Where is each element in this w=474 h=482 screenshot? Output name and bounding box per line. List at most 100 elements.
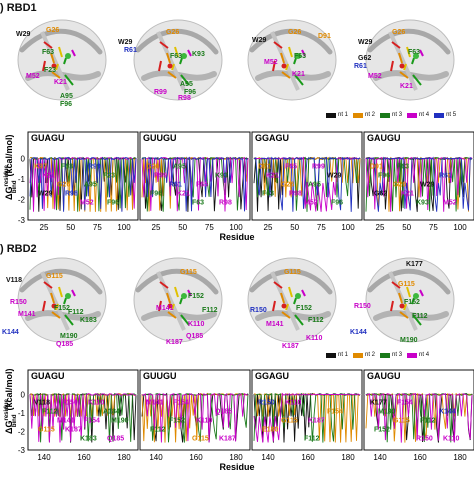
chart-legend: nt 1 nt 2 nt 3 nt 4 nt 5: [326, 112, 456, 118]
residue-label: G115: [398, 281, 415, 288]
residue-label: R61: [124, 47, 137, 54]
residue-annotation: M52: [80, 200, 94, 207]
ribbon-structure-drawing: G115 R150 F152 F112 M141 K110 K187: [247, 257, 337, 348]
residue-annotation: K144: [439, 409, 456, 416]
residue-annotation: K187: [65, 427, 82, 434]
legend-label: nt 5: [446, 112, 457, 118]
residue-annotation: G26: [281, 182, 294, 189]
legend-swatch: [353, 112, 364, 118]
residue-annotation: W29: [327, 173, 342, 180]
section-label: ) RBD1: [0, 2, 37, 14]
legend-swatch: [326, 352, 336, 358]
residue-annotation: F65: [196, 182, 208, 189]
residue-annotation: R99: [154, 173, 167, 180]
residue-annotation: R61: [169, 182, 182, 189]
panel-title: GGAGU: [255, 371, 289, 381]
legend-swatch: [353, 352, 364, 358]
residue-annotation: F154: [397, 400, 413, 407]
legend-label: nt 3: [392, 112, 403, 118]
residue-annotation: K177: [370, 400, 387, 407]
residue-annotation: K187: [308, 418, 325, 425]
residue-label: F112: [68, 309, 84, 316]
residue-label: F63: [42, 49, 54, 56]
residue-annotation: R99: [312, 164, 325, 171]
x-tick-label: 160: [413, 453, 427, 462]
residue-annotation: F152: [374, 427, 390, 434]
residue-annotation: D91: [258, 164, 271, 171]
protein-structure-image: V118 G115 R150 M141 F152 F112 K183 K144 M190 Q185…: [2, 252, 114, 348]
residue-annotation: F152: [169, 418, 185, 425]
x-tick-label: 140: [149, 453, 163, 462]
protein-structure-image: G115 R150 F152 F112 M141 K110 K187: [232, 252, 344, 348]
y-tick-label: 0: [21, 155, 26, 164]
x-tick-label: 180: [341, 453, 355, 462]
residue-annotation: M52: [443, 200, 457, 207]
y-tick-label: -1: [18, 409, 26, 418]
residue-label: M141: [18, 311, 36, 318]
series-line: [29, 393, 137, 443]
residue-label: F63: [294, 53, 306, 60]
residue-label: M141: [156, 305, 174, 312]
residue-annotation: F63: [397, 164, 409, 171]
legend-label: nt 3: [392, 352, 403, 358]
x-tick-label: 50: [402, 223, 411, 232]
residue-label: F96: [184, 89, 196, 96]
residue-label: R150: [250, 307, 267, 314]
legend-swatch: [380, 352, 391, 358]
residue-label: G115: [46, 273, 63, 280]
residue-annotation: Q185: [215, 409, 232, 416]
residue-label: K110: [306, 335, 322, 342]
x-tick-label: 25: [376, 223, 385, 232]
residue-label: W29: [358, 39, 373, 46]
protein-structure-image: K177 G115 R150 F152 F112 K144 M190: [350, 252, 462, 348]
x-tick-label: 50: [290, 223, 299, 232]
legend-swatch: [380, 112, 391, 118]
legend-label: nt 1: [338, 352, 349, 358]
residue-annotation: K110: [443, 436, 459, 443]
residue-label: K187: [166, 339, 183, 346]
residue-label: G26: [288, 29, 301, 36]
x-tick-label: 25: [152, 223, 161, 232]
legend-label: nt 2: [365, 352, 376, 358]
residue-label: K21: [54, 79, 67, 86]
residue-label: K110: [188, 321, 204, 328]
residue-annotation: F65: [285, 164, 297, 171]
residue-annotation: K110: [285, 400, 301, 407]
series-line: [141, 393, 249, 443]
residue-label: G62: [358, 55, 371, 62]
x-tick-label: 160: [77, 453, 91, 462]
residue-annotation: R99: [88, 164, 101, 171]
residue-label: W29: [118, 39, 133, 46]
y-axis-title: ΔGresiduebind(kcal/mol): [4, 134, 18, 200]
x-tick-label: 100: [453, 223, 467, 232]
legend-swatch: [407, 352, 418, 358]
x-axis-title: Residue: [219, 232, 254, 242]
residue-label: K183: [80, 317, 97, 324]
y-axis-title: ΔGresiduebind(kcal/mol): [4, 368, 18, 434]
residue-annotation: G115: [192, 436, 209, 443]
protein-structure-image: W29G26F63F23M52K21A95F96R98R99: [2, 14, 114, 106]
y-tick-label: -2: [18, 196, 26, 205]
residue-annotation: A95: [84, 182, 97, 189]
legend-label: nt 2: [365, 112, 376, 118]
residue-label: R99: [154, 89, 167, 96]
x-tick-label: 75: [205, 223, 214, 232]
residue-annotation: R150: [416, 436, 433, 443]
series-line: [253, 156, 361, 212]
residue-annotation: G115: [38, 427, 55, 434]
residue-annotation: F96: [107, 200, 119, 207]
residue-annotation: F112: [420, 418, 436, 425]
protein-structure-image: W29 G26 R61 F63 K93 A95 F96 R99 R98: [118, 14, 230, 106]
panel-title: GUUGU: [143, 133, 177, 143]
legend-entry: nt 1: [326, 352, 348, 358]
legend-entry: nt 4: [407, 112, 429, 118]
residue-annotation: K110: [196, 418, 212, 425]
y-tick-label: -2: [18, 428, 26, 437]
residue-annotation: K21: [177, 191, 190, 198]
x-tick-label: 25: [40, 223, 49, 232]
legend-label: nt 4: [419, 352, 430, 358]
residue-label: K187: [282, 343, 299, 348]
residue-label: R61: [354, 63, 367, 70]
